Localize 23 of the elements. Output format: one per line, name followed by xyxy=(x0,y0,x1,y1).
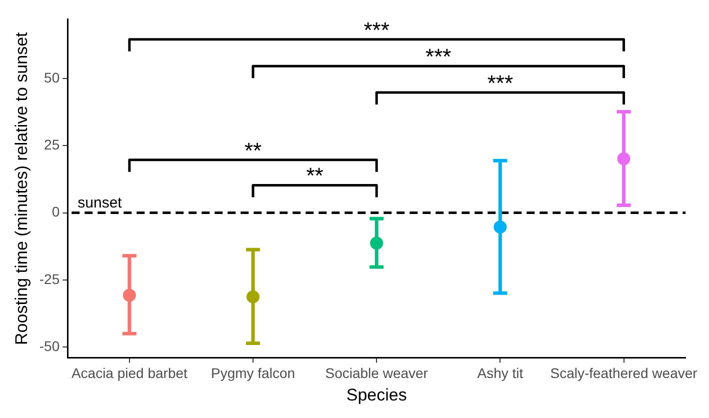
y-tick-label: -25 xyxy=(39,270,60,287)
x-tick-label: Acacia pied barbet xyxy=(71,365,188,382)
y-tick-label: 0 xyxy=(52,204,60,220)
annotation: ** xyxy=(306,163,324,188)
point xyxy=(617,152,630,166)
x-tick-label: Scaly-feathered weaver xyxy=(550,365,698,382)
annotation: ** xyxy=(244,138,262,163)
annotation: *** xyxy=(426,44,452,70)
y-tick-label: -50 xyxy=(39,338,60,354)
annotation: *** xyxy=(487,70,514,96)
y-axis-title: Roosting time (minutes) relative to sunset xyxy=(12,32,31,345)
point xyxy=(494,220,507,234)
point xyxy=(246,290,260,304)
y-tick-label: 50 xyxy=(44,69,60,86)
x-tick-label: Pygmy falcon xyxy=(210,365,296,382)
y-tick-label: 25 xyxy=(44,136,60,152)
point xyxy=(370,236,384,250)
annotation: *** xyxy=(364,17,390,42)
ref-line-label: sunset xyxy=(78,194,123,212)
x-axis-title: Species xyxy=(346,385,407,404)
x-tick-label: Ashy tit xyxy=(477,365,524,382)
point xyxy=(122,288,136,302)
x-tick-label: Sociable weaver xyxy=(325,365,428,382)
